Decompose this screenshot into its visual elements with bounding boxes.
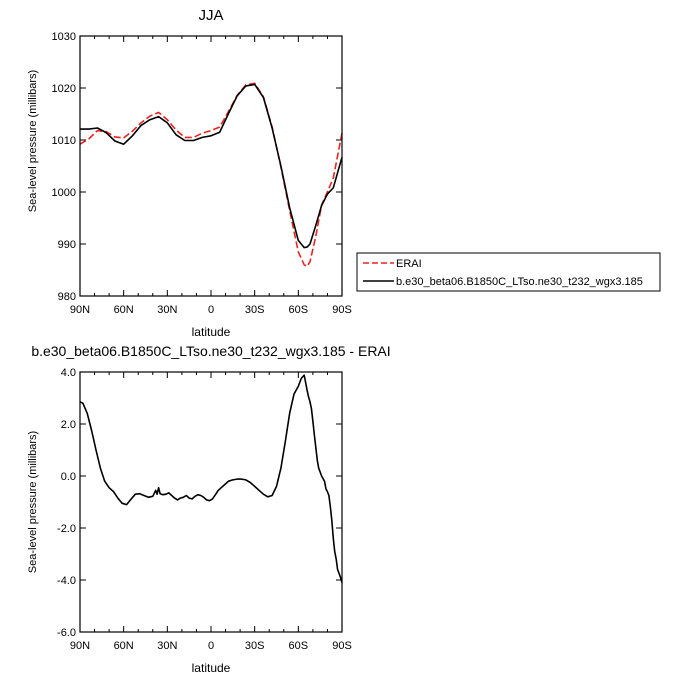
panel1-ytick-label: -2.0 <box>57 523 76 535</box>
panel1-xtick-label: 30S <box>245 640 265 652</box>
panel1-xtick-label: 90S <box>332 640 352 652</box>
panel0-ytick-label: 980 <box>58 291 76 303</box>
panel1-xtick-label: 90N <box>70 640 90 652</box>
panel1-ytick-label: -6.0 <box>57 627 76 639</box>
bottom-xlabel: latitude <box>192 661 231 675</box>
panel1-ytick-label: -4.0 <box>57 575 76 587</box>
panel0-ytick-label: 1010 <box>52 135 76 147</box>
legend-box <box>356 252 661 292</box>
panel0-series-1-line <box>80 83 343 249</box>
top-plot-frame <box>79 35 343 297</box>
panel1-xtick-label: 60S <box>289 640 309 652</box>
panel0-ytick-label: 990 <box>58 239 76 251</box>
panel0-ytick-label: 1000 <box>52 187 76 199</box>
bottom-ylabel: Sea-level pressure (millibars) <box>27 431 39 573</box>
bottom-panel: b.e30_beta06.B1850C_LTso.ne30_t232_wgx3.… <box>27 343 391 675</box>
panel1-xtick-label: 60N <box>114 640 134 652</box>
panel0-xtick-label: 30N <box>157 304 177 316</box>
panel0-xtick-label: 90N <box>70 304 90 316</box>
panel1-ytick-label: 0.0 <box>61 471 76 483</box>
panel1-xtick-label: 0 <box>208 640 214 652</box>
panel1-xtick-label: 30N <box>157 640 177 652</box>
panel0-ytick-label: 1020 <box>52 83 76 95</box>
top-legend: ERAI b.e30_beta06.B1850C_LTso.ne30_t232_… <box>356 252 661 292</box>
panel0-xtick-label: 60S <box>289 304 309 316</box>
top-title: JJA <box>198 7 223 24</box>
bottom-title: b.e30_beta06.B1850C_LTso.ne30_t232_wgx3.… <box>31 343 390 359</box>
panel0-xtick-label: 30S <box>245 304 265 316</box>
panel0-xtick-label: 90S <box>332 304 352 316</box>
top-ylabel: Sea-level pressure (millibars) <box>27 70 39 212</box>
panel0-xtick-label: 60N <box>114 304 134 316</box>
panel1-ytick-label: 4.0 <box>61 367 76 379</box>
panel1-series-0-line <box>79 374 343 583</box>
top-panel: JJA Sea-level pressure (millibars) latit… <box>27 7 661 339</box>
top-xlabel: latitude <box>192 325 231 339</box>
legend-label-model: b.e30_beta06.B1850C_LTso.ne30_t232_wgx3.… <box>396 276 643 288</box>
legend-label-erai: ERAI <box>396 258 422 270</box>
panel0-series-0-line <box>79 82 343 268</box>
panel0-ytick-label: 1030 <box>52 31 76 43</box>
panel1-ytick-label: 2.0 <box>61 419 76 431</box>
bottom-plot-frame <box>79 371 343 633</box>
panel0-xtick-label: 0 <box>208 304 214 316</box>
